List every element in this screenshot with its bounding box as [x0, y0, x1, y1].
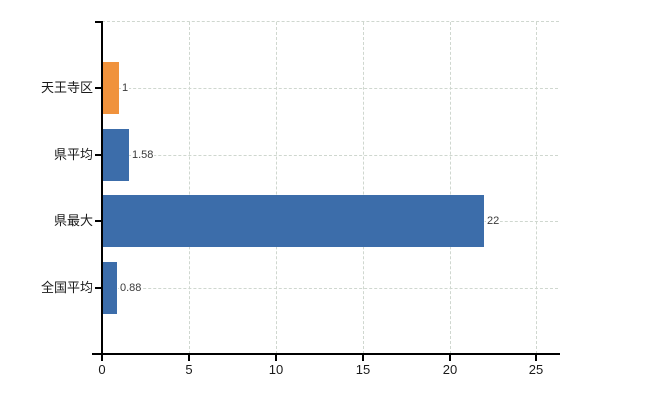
gridline-v — [276, 22, 277, 354]
y-tick — [95, 154, 102, 156]
y-tick — [95, 287, 102, 289]
x-tick-label: 5 — [185, 362, 193, 377]
x-tick-label: 20 — [442, 362, 458, 377]
gridline-v — [536, 22, 537, 354]
gridline-v — [450, 22, 451, 354]
x-axis-line — [92, 353, 560, 355]
gridline-h — [103, 155, 558, 156]
x-tick — [535, 355, 537, 361]
x-tick — [362, 355, 364, 361]
plot-top-border — [102, 21, 559, 22]
bar — [103, 195, 484, 247]
gridline-v — [363, 22, 364, 354]
category-label: 県最大 — [53, 213, 93, 228]
value-label: 1 — [121, 81, 130, 95]
value-label: 22 — [486, 214, 501, 228]
x-tick — [449, 355, 451, 361]
category-label: 全国平均 — [40, 280, 93, 295]
bar — [103, 262, 117, 314]
y-axis-spine — [101, 21, 103, 354]
x-tick — [275, 355, 277, 361]
category-label: 天王寺区 — [40, 80, 93, 95]
bar — [103, 129, 129, 181]
value-label: 0.88 — [119, 281, 143, 295]
gridline-h — [103, 88, 558, 89]
x-tick-label: 25 — [528, 362, 544, 377]
x-tick — [101, 355, 103, 361]
category-label: 県平均 — [53, 147, 93, 162]
x-tick-label: 15 — [355, 362, 371, 377]
x-tick-label: 10 — [268, 362, 284, 377]
value-label: 1.58 — [131, 148, 155, 162]
x-tick — [188, 355, 190, 361]
x-tick-label: 0 — [98, 362, 106, 377]
y-tick — [95, 21, 102, 23]
gridline-v — [189, 22, 190, 354]
gridline-h — [103, 288, 558, 289]
y-tick — [95, 220, 102, 222]
y-tick — [95, 87, 102, 89]
bar — [103, 62, 119, 114]
